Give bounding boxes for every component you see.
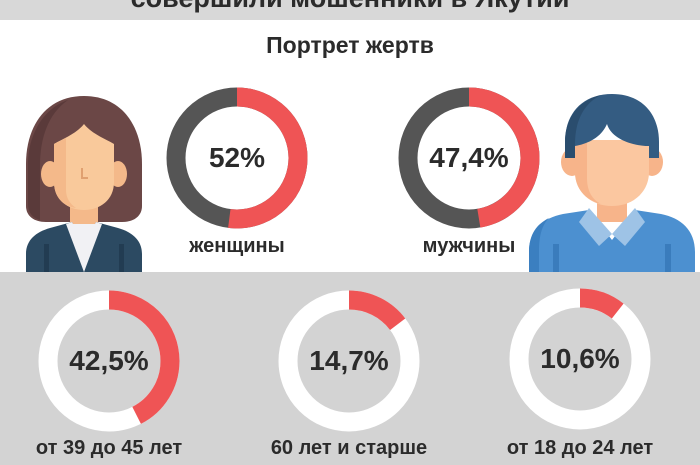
men-donut-chart: 47,4% bbox=[398, 87, 540, 229]
women-label: женщины bbox=[189, 235, 285, 257]
age-label-60-plus: 60 лет и старше bbox=[270, 437, 428, 459]
section-title: Портрет жертв bbox=[266, 32, 434, 58]
men-percent: 47,4% bbox=[429, 142, 509, 173]
age-label-18-24: от 18 до 24 лет bbox=[506, 437, 654, 459]
age-donut-chart-18-24: 10,6% bbox=[509, 288, 651, 430]
age-percent-39-45: 42,5% bbox=[69, 345, 149, 376]
header-band: совершили мошенники в Якутии bbox=[0, 0, 700, 20]
women-percent: 52% bbox=[208, 142, 266, 173]
women-donut-chart: 52% bbox=[166, 87, 308, 229]
men-label: мужчины bbox=[422, 235, 516, 257]
age-percent-18-24: 10,6% bbox=[540, 343, 620, 374]
age-donut-chart-60-plus: 14,7% bbox=[278, 290, 420, 432]
age-donut-chart-39-45: 42,5% bbox=[38, 290, 180, 432]
age-percent-60-plus: 14,7% bbox=[309, 345, 389, 376]
header-title: совершили мошенники в Якутии bbox=[0, 0, 700, 14]
age-label-39-45: от 39 до 45 лет bbox=[35, 437, 183, 459]
woman-avatar-icon bbox=[18, 94, 150, 272]
man-avatar-icon bbox=[527, 92, 697, 272]
